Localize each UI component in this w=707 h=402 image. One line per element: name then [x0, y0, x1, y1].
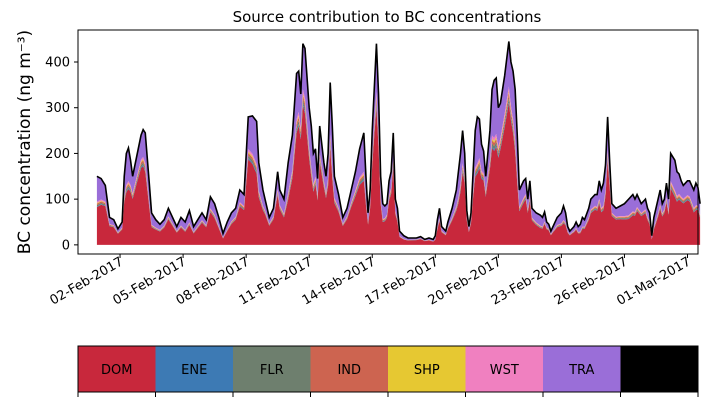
legend-swatch-bb [620, 346, 698, 392]
legend-swatch-ene [155, 346, 233, 392]
y-axis: 0 100 200 300 400 [45, 56, 78, 253]
legend-label-tra: TRA [568, 363, 594, 378]
legend-frame [77, 345, 699, 393]
y-tick-label: 400 [45, 56, 70, 71]
total-line [96, 41, 701, 241]
legend-colorbar: DOM ENE FLR IND SHP WST TRA BB [77, 345, 699, 397]
legend-swatch-flr [233, 346, 311, 392]
legend-label-bb: BB [650, 363, 668, 378]
y-tick-label: 300 [45, 101, 70, 116]
area-dom [96, 102, 701, 245]
total-line-group [96, 41, 701, 241]
legend-label-ind: IND [337, 363, 361, 378]
area-layers [96, 41, 701, 245]
legend-swatch-tra [543, 346, 621, 392]
legend-label-dom: DOM [101, 363, 132, 378]
legend-label-shp: SHP [414, 363, 440, 378]
y-tick-label: 0 [62, 238, 70, 253]
y-tick-label: 100 [45, 193, 70, 208]
y-axis-label: BC concentration (ng m⁻³) [15, 30, 35, 254]
legend-label-ene: ENE [181, 363, 207, 378]
legend-swatch-dom [78, 346, 156, 392]
legend-swatch-ind [310, 346, 388, 392]
x-axis: 02-Feb-201705-Feb-201708-Feb-201711-Feb-… [47, 254, 693, 309]
chart-title: Source contribution to BC concentrations [233, 8, 542, 26]
plot-frame [77, 29, 699, 255]
y-tick-label: 200 [45, 147, 70, 162]
legend-swatch-shp [388, 346, 466, 392]
legend-label-wst: WST [490, 363, 519, 378]
legend-swatch-wst [465, 346, 543, 392]
legend-label-flr: FLR [260, 363, 284, 378]
